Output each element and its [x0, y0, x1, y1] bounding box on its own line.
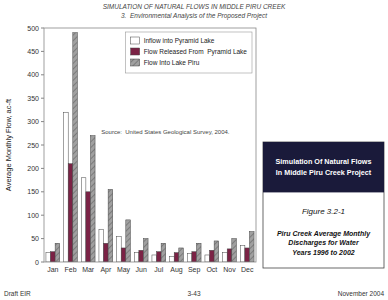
- bar: [170, 256, 175, 262]
- bar: [187, 254, 192, 262]
- bar: [139, 250, 144, 262]
- bar: [214, 241, 219, 262]
- bar: [73, 33, 78, 262]
- bar: [51, 252, 56, 262]
- legend-swatch: [131, 59, 140, 66]
- bar: [179, 248, 184, 262]
- y-tick: [41, 168, 44, 169]
- bar: [68, 164, 73, 262]
- bar: [232, 239, 237, 262]
- legend-swatch: [131, 48, 140, 55]
- bar: [108, 189, 113, 262]
- bar: [249, 232, 254, 262]
- y-tick-label: 50: [31, 235, 39, 242]
- legend-label: Flow Released From Pyramid Lake: [144, 48, 248, 56]
- y-tick: [41, 74, 44, 75]
- x-tick-label: Oct: [206, 266, 217, 273]
- bar: [240, 246, 245, 262]
- legend-swatch: [131, 37, 140, 44]
- title: Simulation Of Natural FlowsIn Middle Pir…: [276, 157, 372, 177]
- y-tick: [41, 215, 44, 216]
- legend-label: Flow Into Lake Piru: [144, 59, 200, 66]
- figure-caption: Piru Creek Average MonthlyDischarges for…: [277, 230, 371, 256]
- bar: [245, 248, 250, 262]
- bar: [99, 229, 104, 262]
- header-line: SIMULATION OF NATURAL FLOWS IN MIDDLE PI…: [103, 3, 286, 10]
- y-tick-label: 300: [27, 118, 39, 125]
- bar: [134, 253, 139, 262]
- x-tick-label: Jun: [136, 266, 147, 273]
- x-tick-label: Jan: [47, 266, 58, 273]
- bar: [143, 239, 148, 262]
- legend: Inflow into Pyramid Lake Flow Released Fr…: [126, 32, 252, 73]
- y-tick-label: 100: [27, 212, 39, 219]
- bar: [192, 252, 197, 262]
- bar: [86, 192, 91, 262]
- x-tick-label: Sep: [188, 266, 201, 274]
- header-line: 3. Environmental Analysis of the Propose…: [121, 12, 268, 20]
- x-tick-label: Jul: [154, 266, 163, 273]
- y-axis-label: Average Monthly Flow, ac-ft: [4, 98, 13, 191]
- y-tick-label: 400: [27, 71, 39, 78]
- y-tick-label: 0: [35, 259, 39, 266]
- caption-header: [263, 142, 384, 192]
- y-tick: [41, 98, 44, 99]
- plot-frame: [44, 28, 256, 262]
- bar: [205, 255, 210, 262]
- bar: [81, 178, 86, 262]
- footer-left: Draft EIR: [4, 290, 31, 297]
- y-tick-label: 450: [27, 48, 39, 55]
- y-tick: [41, 191, 44, 192]
- y-tick: [41, 121, 44, 122]
- y-tick: [41, 51, 44, 52]
- y-tick: [41, 28, 44, 29]
- chart: SIMULATION OF NATURAL FLOWS IN MIDDLE PI…: [0, 0, 388, 300]
- bar: [64, 112, 69, 262]
- footer-right: November 2004: [338, 290, 385, 297]
- bar: [152, 255, 157, 262]
- y-tick-label: 200: [27, 165, 39, 172]
- y-tick-label: 350: [27, 95, 39, 102]
- bar: [90, 136, 95, 262]
- x-tick-label: Apr: [100, 266, 112, 274]
- bar: [196, 243, 201, 262]
- bar: [46, 253, 51, 262]
- bar: [174, 253, 179, 262]
- bar: [55, 243, 60, 262]
- bar: [227, 249, 232, 262]
- y-tick: [41, 262, 44, 263]
- footer-center: 3-43: [187, 290, 200, 297]
- legend-frame: [126, 32, 252, 73]
- y-tick-label: 150: [27, 188, 39, 195]
- source-note: Source: United States Geological Survey,…: [101, 129, 230, 135]
- y-tick: [41, 238, 44, 239]
- bar: [210, 250, 215, 262]
- figure-number: Figure 3.2-1: [302, 207, 345, 216]
- x-tick-label: Aug: [170, 266, 183, 274]
- bar: [161, 243, 166, 262]
- legend-label: Inflow into Pyramid Lake: [144, 37, 215, 45]
- y-tick-label: 250: [27, 142, 39, 149]
- bar: [157, 252, 162, 262]
- x-tick-label: Dec: [241, 266, 254, 273]
- bars: [46, 33, 254, 262]
- bar: [104, 243, 109, 262]
- bar: [121, 248, 126, 262]
- bar: [117, 236, 122, 262]
- bar: [126, 220, 131, 262]
- x-tick-label: May: [117, 266, 131, 274]
- bar: [223, 253, 228, 262]
- x-tick-label: Nov: [223, 266, 236, 273]
- y-tick-label: 500: [27, 25, 39, 32]
- x-tick-label: Mar: [82, 266, 95, 273]
- x-tick-label: Feb: [64, 266, 76, 273]
- caption-box: [263, 142, 384, 268]
- y-tick: [41, 145, 44, 146]
